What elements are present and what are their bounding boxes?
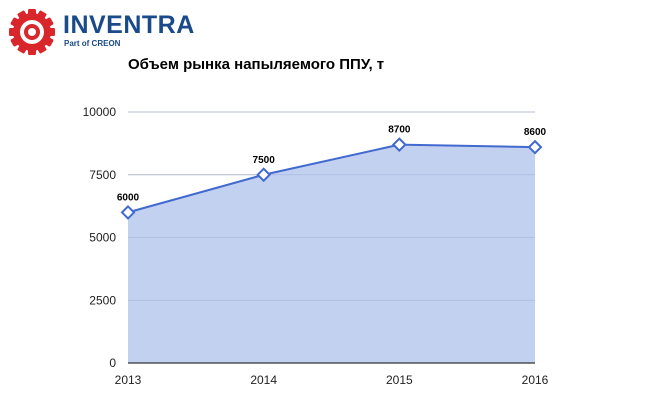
x-tick-labels: 2013 2014 2015 2016 xyxy=(115,373,549,387)
x-tick-label: 2016 xyxy=(522,373,549,387)
data-point-marker xyxy=(391,137,407,153)
y-tick-label: 5000 xyxy=(89,231,116,245)
data-points xyxy=(120,137,543,220)
y-tick-label: 0 xyxy=(109,356,116,370)
data-label: 7500 xyxy=(253,155,276,166)
y-tick-label: 10000 xyxy=(83,105,117,119)
brand-name: INVENTRA xyxy=(63,11,195,39)
y-tick-label: 2500 xyxy=(89,293,116,307)
brand-logo: INVENTRA Part of CREON xyxy=(8,8,208,62)
y-tick-label: 7500 xyxy=(89,168,116,182)
chart-title: Объем рынка напыляемого ППУ, т xyxy=(128,56,385,73)
data-labels: 6000 7500 8700 8600 xyxy=(117,125,547,204)
data-label: 8600 xyxy=(524,127,547,138)
data-point-marker xyxy=(256,167,272,183)
y-tick-labels: 0 2500 5000 7500 10000 xyxy=(83,105,117,370)
x-tick-label: 2014 xyxy=(250,373,277,387)
area-fill xyxy=(128,144,535,363)
brand-subtitle: Part of CREON xyxy=(64,39,121,48)
data-label: 6000 xyxy=(117,192,140,203)
data-point-marker xyxy=(120,204,136,220)
x-tick-label: 2015 xyxy=(386,373,413,387)
gear-logo-icon xyxy=(9,9,55,55)
series-line xyxy=(127,143,536,214)
data-point-marker xyxy=(527,139,543,155)
data-label: 8700 xyxy=(388,125,411,136)
x-tick-label: 2013 xyxy=(115,373,142,387)
series-area xyxy=(127,111,536,363)
